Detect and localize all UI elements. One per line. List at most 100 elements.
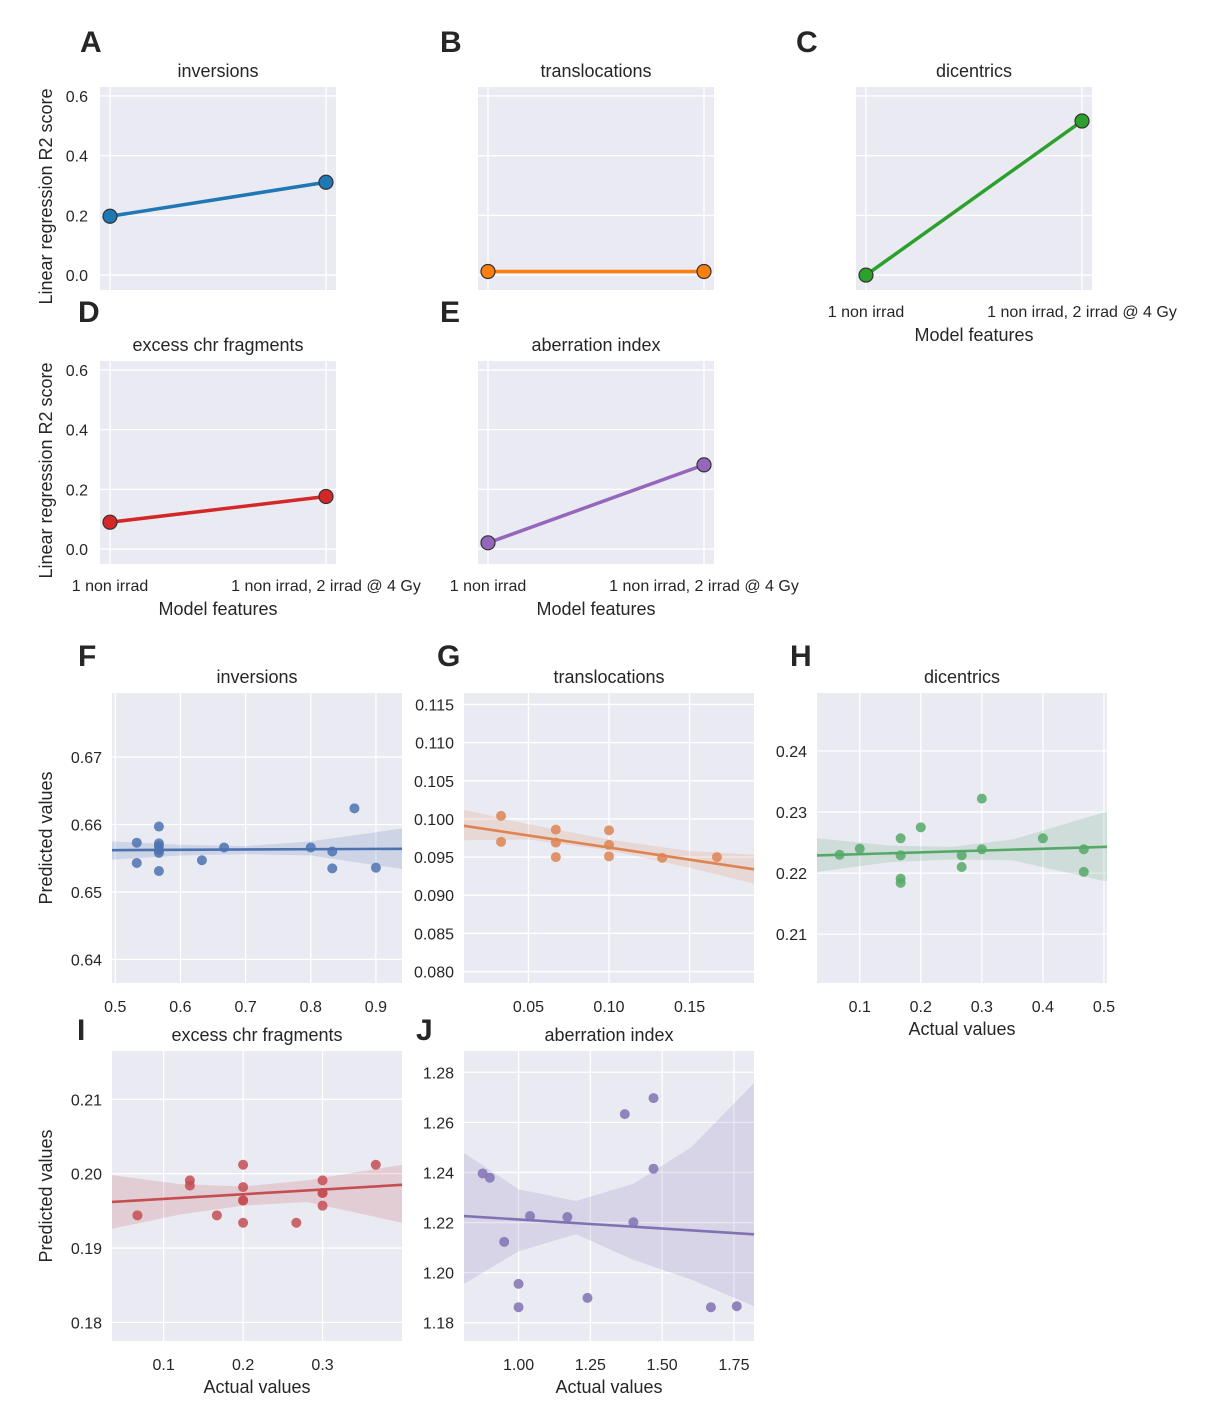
y-tick-label: 0.64 [71, 952, 102, 969]
y-tick-label: 0.18 [71, 1315, 102, 1332]
x-tick-label: 0.2 [910, 999, 932, 1016]
panel-letter: D [78, 296, 100, 329]
data-point [499, 1236, 510, 1247]
panel-g: 0.05 0.10 0.15 0.080 0.085 0.090 0.095 0.100 0.1… [414, 640, 755, 1016]
y-tick-label: 0.105 [414, 774, 454, 791]
y-tick-label: 0.24 [776, 744, 807, 761]
data-point [648, 1163, 659, 1174]
series-line [109, 180, 327, 218]
y-tick-label: 1.28 [423, 1065, 454, 1082]
y-tick-label: 0.66 [71, 818, 102, 835]
x-tick-label: 0.05 [513, 999, 544, 1016]
data-point [582, 1292, 593, 1303]
data-point [915, 822, 926, 833]
y-tick-label: 0.23 [776, 805, 807, 822]
y-tick-label: 0.0 [66, 542, 88, 559]
data-point [696, 263, 712, 280]
y-tick-label: 0.4 [66, 423, 88, 440]
y-tick-label: 1.20 [423, 1266, 454, 1283]
panel-title: inversions [177, 61, 258, 81]
panel-i: 0.1 0.2 0.3 0.18 0.19 0.20 0.21 excess chr frag… [36, 1014, 403, 1397]
data-point [550, 837, 561, 848]
data-point [657, 852, 668, 863]
data-point [1037, 833, 1048, 844]
data-point [604, 825, 614, 836]
panel-title: excess chr fragments [171, 1025, 342, 1045]
y-axis-label: Linear regression R2 score [36, 362, 56, 578]
y-tick-label: 1.24 [423, 1165, 454, 1182]
x-axis-label: Model features [536, 599, 655, 619]
data-point [1078, 844, 1089, 855]
data-point [895, 877, 906, 888]
panel-title: aberration index [544, 1025, 673, 1045]
plot-background [100, 361, 336, 564]
x-tick-label: 1 non irrad [828, 304, 905, 321]
panel-letter: E [440, 296, 460, 329]
y-tick-label: 0.110 [415, 736, 454, 753]
data-point [550, 852, 561, 863]
x-axis-label: Actual values [203, 1377, 310, 1397]
x-tick-label: 1.25 [575, 1357, 606, 1374]
y-tick-label: 0.095 [414, 850, 454, 867]
y-tick-label: 0.6 [66, 89, 88, 106]
panel-b: translocations B [440, 26, 714, 290]
plot-background [112, 693, 402, 983]
data-point [496, 836, 507, 847]
y-tick-label: 0.65 [71, 885, 102, 902]
y-tick-label: 0.0 [66, 268, 88, 285]
x-tick-label: 1 non irrad [72, 578, 149, 595]
y-tick-label: 0.100 [414, 812, 454, 829]
data-point [956, 862, 967, 872]
data-point [219, 842, 230, 853]
x-axis-label: Actual values [908, 1019, 1015, 1039]
data-point [513, 1278, 524, 1289]
data-point [131, 857, 142, 868]
panel-d: 0.0 0.2 0.4 0.6 excess chr fragments 1 non ir… [36, 296, 421, 619]
data-point [327, 846, 338, 857]
data-point [976, 793, 987, 804]
panel-f: 0.5 0.6 0.7 0.8 0.9 0.64 0.65 0.66 0.67 inversion… [36, 640, 403, 1016]
plot-background [478, 87, 714, 290]
data-point [318, 174, 334, 190]
x-tick-label: 0.3 [311, 1357, 333, 1374]
regression-line [111, 1183, 403, 1204]
x-tick-label: 0.2 [232, 1357, 254, 1374]
y-tick-label: 1.22 [423, 1216, 454, 1233]
data-point [291, 1217, 302, 1228]
data-point [731, 1301, 742, 1312]
data-point [318, 488, 334, 505]
data-point [550, 824, 561, 835]
data-point [525, 1211, 536, 1222]
data-point [648, 1093, 659, 1104]
data-point [480, 535, 496, 551]
panel-letter: B [440, 26, 462, 59]
x-tick-label: 0.1 [849, 999, 871, 1016]
x-tick-label: 1 non irrad, 2 irrad @ 4 Gy [609, 578, 799, 595]
data-point [1078, 866, 1089, 877]
y-tick-label: 0.2 [66, 482, 88, 499]
data-point [604, 851, 614, 862]
x-tick-label: 1 non irrad [450, 578, 527, 595]
data-point [604, 839, 614, 850]
y-tick-label: 0.115 [415, 697, 454, 714]
y-tick-label: 0.67 [71, 750, 102, 767]
data-point [238, 1195, 249, 1206]
data-point [370, 1159, 381, 1170]
data-point [131, 837, 142, 848]
plot-background [100, 87, 336, 290]
panel-title: inversions [216, 667, 297, 687]
data-point [211, 1210, 222, 1221]
data-point [238, 1217, 249, 1228]
data-point [619, 1109, 630, 1120]
panel-letter: I [77, 1014, 85, 1047]
data-point [102, 514, 118, 530]
x-tick-label: 0.8 [300, 999, 322, 1016]
x-tick-label: 0.1 [153, 1357, 175, 1374]
panel-title: translocations [540, 61, 651, 81]
panel-letter: F [78, 640, 96, 673]
y-axis-label: Predicted values [36, 771, 56, 904]
data-point [496, 810, 507, 821]
x-axis-label: Model features [914, 325, 1033, 345]
x-tick-label: 0.3 [971, 999, 993, 1016]
y-axis-label: Predicted values [36, 1129, 56, 1262]
